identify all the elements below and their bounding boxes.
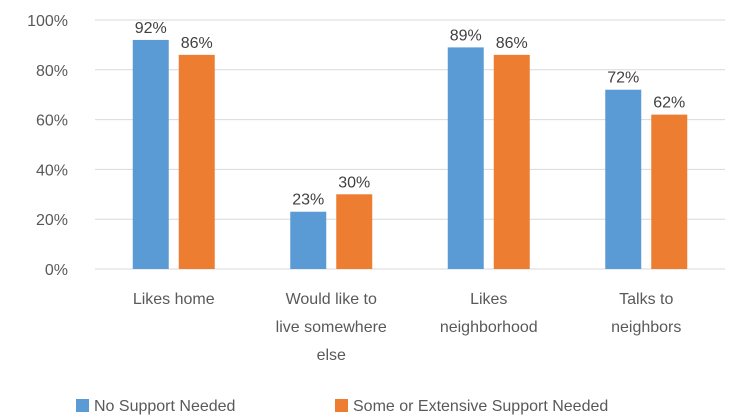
category-label: Likes (470, 291, 507, 308)
data-label: 62% (653, 95, 685, 112)
y-axis-ticks: 0% 20% 40% 60% 80% 100% (27, 13, 68, 279)
bars (132, 39, 688, 270)
y-tick-label: 40% (36, 162, 68, 179)
bar (132, 39, 169, 269)
legend-swatch (335, 399, 348, 412)
bar (493, 54, 530, 269)
bar (290, 211, 327, 269)
data-label: 72% (607, 70, 639, 87)
bar (651, 114, 688, 270)
data-label: 23% (292, 192, 324, 209)
y-tick-label: 80% (36, 63, 68, 80)
data-labels: 92% 86% 23% 30% 89% 86% 72% 62% (135, 20, 686, 209)
category-label: Would like to (286, 291, 377, 308)
category-label: live somewhere (276, 319, 387, 336)
x-axis-categories: Likes home Would like to live somewhere els… (133, 291, 682, 364)
data-label: 86% (496, 35, 528, 52)
data-label: 92% (135, 20, 167, 37)
legend-label: Some or Extensive Support Needed (353, 398, 608, 415)
data-label: 89% (450, 27, 482, 44)
category-label: Likes home (133, 291, 215, 308)
category-label: else (317, 347, 346, 364)
category-label: Talks to (619, 291, 673, 308)
category-label: neighbors (611, 319, 681, 336)
y-tick-label: 100% (27, 13, 68, 30)
data-label: 30% (338, 174, 370, 191)
data-label: 86% (181, 35, 213, 52)
y-tick-label: 0% (45, 262, 68, 279)
bar (447, 47, 484, 269)
bar (178, 54, 215, 269)
bar (605, 89, 642, 269)
bar (336, 194, 373, 269)
category-label: neighborhood (440, 319, 538, 336)
y-tick-label: 20% (36, 212, 68, 229)
legend-label: No Support Needed (94, 398, 235, 415)
legend-swatch (76, 399, 89, 412)
legend: No Support Needed Some or Extensive Suppo… (76, 398, 608, 415)
y-tick-label: 60% (36, 113, 68, 130)
